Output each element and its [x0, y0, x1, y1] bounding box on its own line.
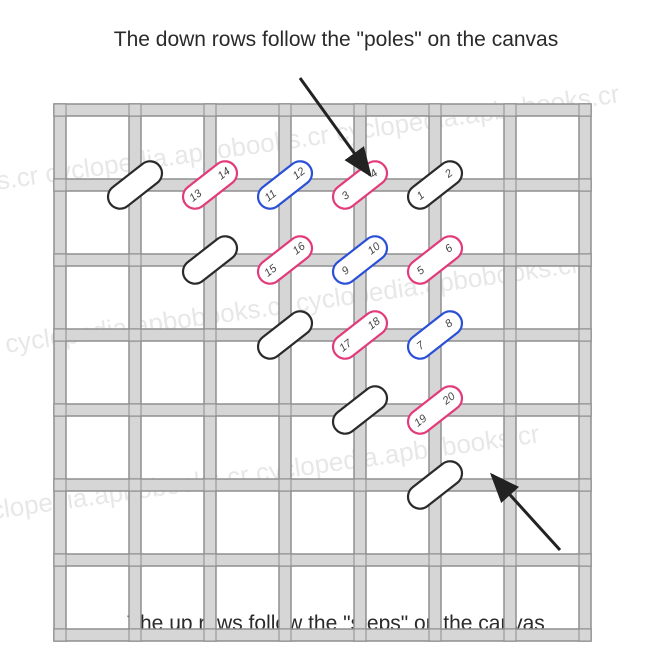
diagram-container: The down rows follow the "poles" on the … [0, 0, 672, 672]
diagram-svg: 2143121114136510916158718172019 [0, 0, 672, 672]
